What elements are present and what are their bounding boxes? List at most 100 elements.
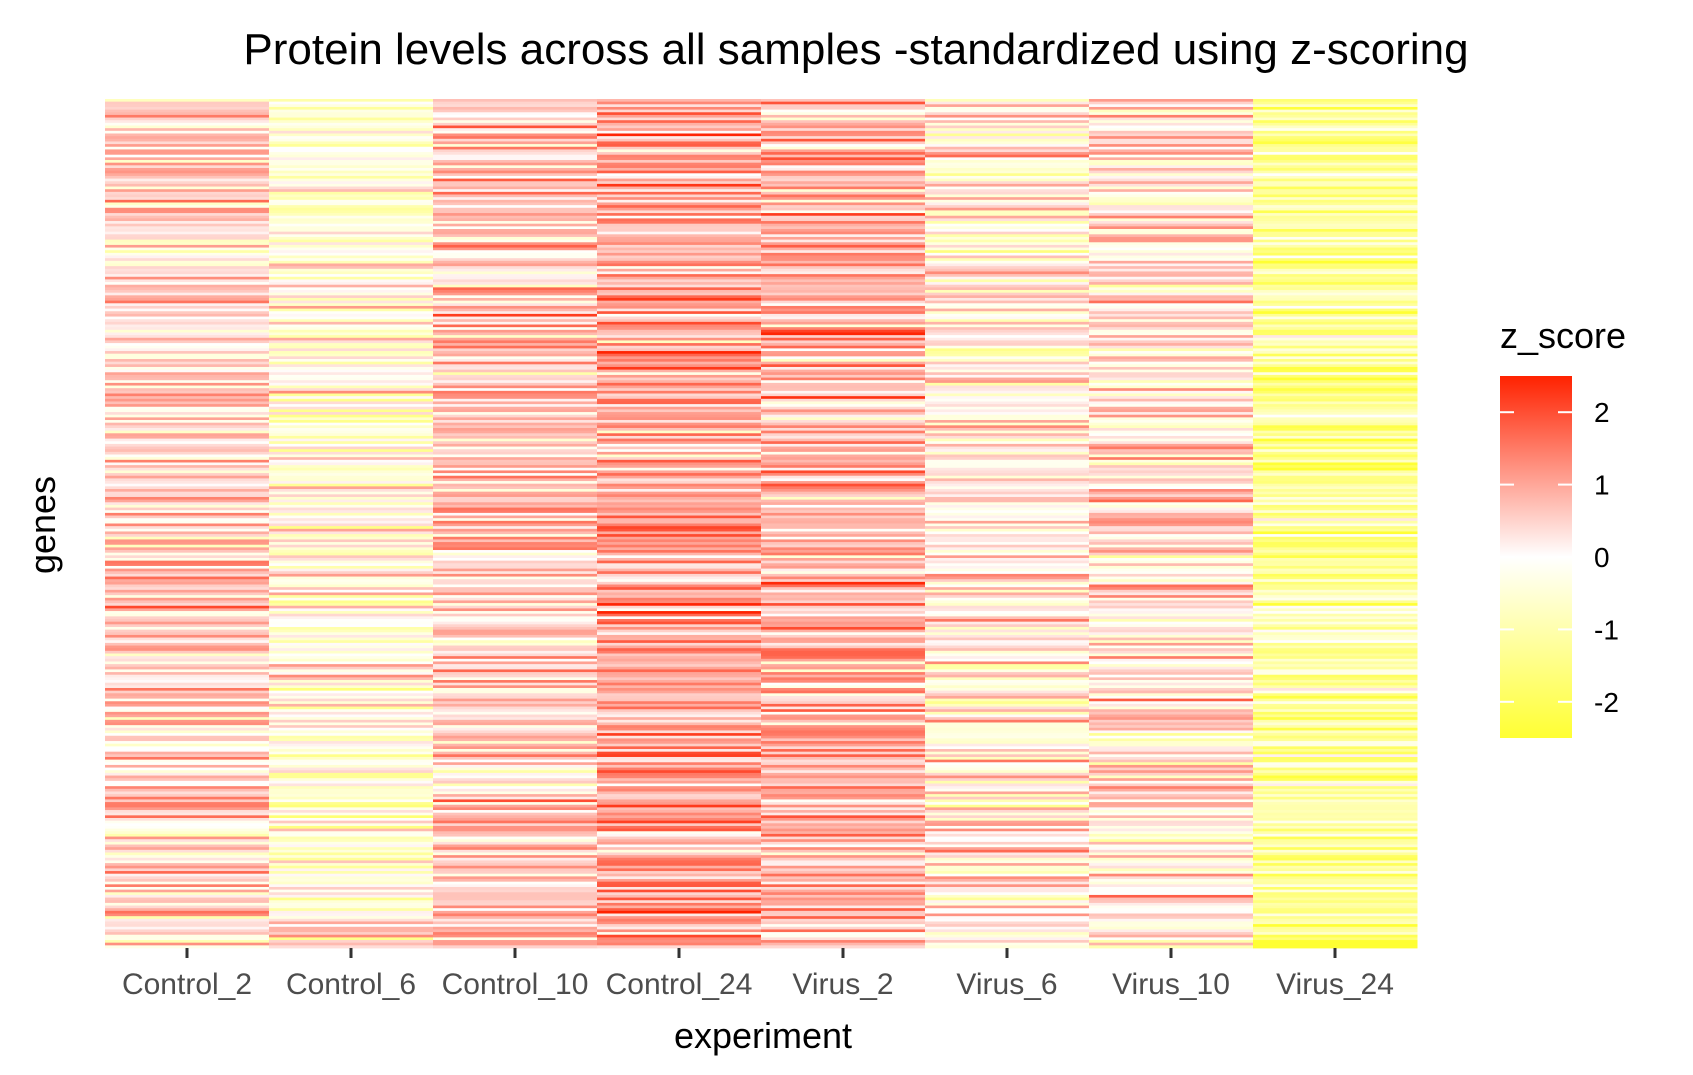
heatmap-cell [433, 669, 598, 673]
heatmap-cell [433, 101, 598, 105]
heatmap-cell [105, 340, 270, 344]
heatmap-cell [269, 247, 434, 251]
heatmap-cell [433, 353, 598, 357]
heatmap-cell [269, 934, 434, 938]
heatmap-cell [1253, 595, 1418, 599]
heatmap-cell [269, 443, 434, 447]
heatmap-cell [433, 433, 598, 437]
heatmap-cell [433, 454, 598, 458]
heatmap-cell [597, 274, 762, 278]
heatmap-cell [1253, 613, 1418, 617]
heatmap-cell [925, 417, 1090, 421]
heatmap-cell [269, 905, 434, 909]
heatmap-cell [269, 478, 434, 482]
heatmap-cell [433, 831, 598, 835]
heatmap-cell [597, 218, 762, 222]
heatmap-cell [433, 926, 598, 930]
heatmap-cell [433, 560, 598, 564]
legend-title: z_score [1500, 315, 1626, 356]
heatmap-cell [761, 945, 926, 949]
heatmap-cell [1253, 571, 1418, 575]
heatmap-cell [1089, 303, 1254, 307]
heatmap-cell [433, 621, 598, 625]
heatmap-cell [1253, 133, 1418, 137]
heatmap-cell [1089, 743, 1254, 747]
heatmap-cell [269, 666, 434, 670]
heatmap-cell [1253, 820, 1418, 824]
heatmap-cell [925, 128, 1090, 132]
heatmap-cell [433, 404, 598, 408]
heatmap-cell [925, 611, 1090, 615]
heatmap-cell [761, 316, 926, 320]
heatmap-cell [105, 316, 270, 320]
heatmap-cell [925, 857, 1090, 861]
heatmap-cell [269, 528, 434, 532]
heatmap-cell [105, 512, 270, 516]
heatmap-cell [269, 833, 434, 837]
heatmap-cell [925, 221, 1090, 225]
heatmap-cell [761, 841, 926, 845]
heatmap-cell [1253, 404, 1418, 408]
heatmap-cell [1089, 565, 1254, 569]
heatmap-cell [761, 876, 926, 880]
heatmap-cell [105, 719, 270, 723]
heatmap-cell [105, 122, 270, 126]
heatmap-cell [597, 194, 762, 198]
heatmap-cell [433, 555, 598, 559]
heatmap-cell [1253, 412, 1418, 416]
heatmap-cell [761, 494, 926, 498]
heatmap-cell [105, 847, 270, 851]
heatmap-cell [105, 138, 270, 142]
heatmap-cell [269, 592, 434, 596]
heatmap-cell [105, 825, 270, 830]
heatmap-cell [269, 167, 434, 172]
heatmap-cell [1253, 274, 1418, 278]
heatmap-cell [1089, 905, 1254, 909]
heatmap-cell [1253, 435, 1418, 439]
heatmap-cell [1253, 860, 1418, 864]
heatmap-cell [105, 99, 270, 103]
heatmap-cell [1089, 528, 1254, 532]
heatmap-cell [925, 550, 1090, 554]
heatmap-cell [1253, 417, 1418, 421]
heatmap-cell [1253, 213, 1418, 217]
heatmap-cell [761, 305, 926, 309]
heatmap-cell [1089, 99, 1254, 103]
heatmap-cell [597, 539, 762, 543]
heatmap-cell [1089, 454, 1254, 458]
heatmap-cell [925, 186, 1090, 190]
heatmap-cell [925, 653, 1090, 657]
heatmap-cell [433, 552, 598, 556]
heatmap-cell [105, 746, 270, 750]
heatmap-cell [105, 305, 270, 309]
heatmap-cell [1089, 284, 1254, 288]
heatmap-cell [1253, 921, 1418, 925]
heatmap-cell [105, 507, 270, 511]
heatmap-cell [597, 351, 762, 355]
heatmap-cell [925, 855, 1090, 859]
heatmap-cell [105, 226, 270, 230]
heatmap-cell [269, 483, 434, 487]
heatmap-cell [1089, 658, 1254, 662]
heatmap-cell [761, 536, 926, 540]
heatmap-cell [1253, 260, 1418, 264]
heatmap-cell [761, 308, 926, 312]
heatmap-cell [269, 523, 434, 527]
heatmap-cell [925, 563, 1090, 567]
heatmap-cell [433, 579, 598, 583]
heatmap-cell [1253, 727, 1418, 731]
heatmap-cell [761, 435, 926, 439]
heatmap-cell [1089, 128, 1254, 132]
heatmap-cell [761, 467, 926, 471]
heatmap-cell [1253, 430, 1418, 434]
heatmap-cell [597, 918, 762, 922]
heatmap-cell [1089, 746, 1254, 750]
heatmap-cell [761, 918, 926, 922]
heatmap-cell [1089, 706, 1254, 710]
heatmap-cell [433, 321, 598, 325]
heatmap-cell [761, 345, 926, 349]
heatmap-cell [269, 539, 434, 543]
heatmap-cell [1089, 735, 1254, 739]
heatmap-cell [433, 104, 598, 108]
heatmap-cell [269, 133, 434, 137]
